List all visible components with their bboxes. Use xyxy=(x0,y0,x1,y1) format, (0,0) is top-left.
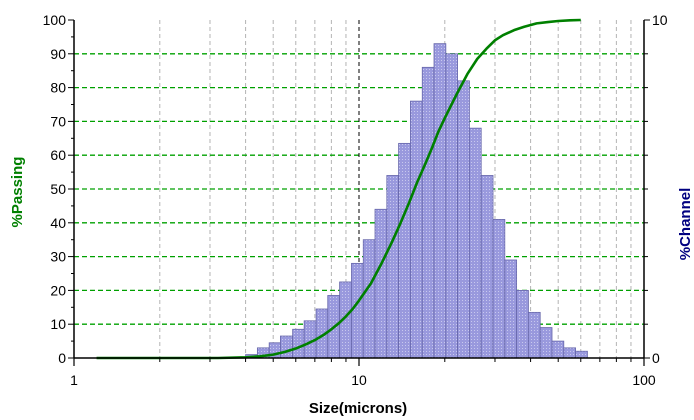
channel-bar-9 xyxy=(351,262,364,359)
channel-bar-4 xyxy=(292,328,305,359)
channel-bar-21 xyxy=(492,219,506,359)
left-tick-label: 20 xyxy=(50,282,66,298)
left-tick-label: 90 xyxy=(50,46,66,62)
left-tick-label: 40 xyxy=(50,215,66,231)
channel-bar-3 xyxy=(280,335,294,359)
right-tick-label: 0 xyxy=(652,350,660,366)
channel-bar-27 xyxy=(563,347,576,359)
left-tick-label: 50 xyxy=(50,181,66,197)
left-tick-label: 70 xyxy=(50,113,66,129)
channel-bar-10 xyxy=(362,239,376,359)
left-tick-label: 60 xyxy=(50,147,66,163)
channel-bar-25 xyxy=(539,327,553,359)
right-tick-label: 10 xyxy=(652,12,668,28)
x-axis-title: Size(microns) xyxy=(309,400,407,417)
x-tick-label: 100 xyxy=(632,372,656,388)
passing-curve xyxy=(96,18,581,360)
channel-bar-12 xyxy=(386,175,399,359)
channel-bar-19 xyxy=(469,127,482,359)
left-tick-label: 30 xyxy=(50,249,66,265)
x-tick-label: 10 xyxy=(351,372,367,388)
channel-bar-17 xyxy=(445,53,458,359)
left-tick-label: 80 xyxy=(50,80,66,96)
channel-bar-11 xyxy=(374,208,388,359)
channel-bar-16 xyxy=(433,43,447,359)
left-tick-label: 0 xyxy=(58,350,66,366)
right-axis-title: %Channel xyxy=(677,188,694,261)
left-tick-label: 10 xyxy=(50,316,66,332)
channel-bar-18 xyxy=(457,80,470,359)
plot-frame xyxy=(68,19,650,366)
passing-curve-layer xyxy=(96,18,581,360)
channel-bar-26 xyxy=(551,340,565,359)
channel-bar-22 xyxy=(504,259,518,359)
left-axis-title: %Passing xyxy=(9,157,26,228)
channel-bar-13 xyxy=(398,142,411,359)
channel-bar-15 xyxy=(421,66,435,359)
axis-labels: 0 10 20 30 40 50 60 70 80 90 100 0 10 1 10 100 xyxy=(43,12,668,388)
x-tick-label: 1 xyxy=(70,372,78,388)
left-tick-label: 100 xyxy=(43,12,67,28)
channel-bar-14 xyxy=(410,100,423,359)
channel-bar-23 xyxy=(516,289,529,359)
channel-bar-24 xyxy=(528,311,541,359)
channel-bar-20 xyxy=(480,175,494,359)
channel-bar-28 xyxy=(575,350,588,359)
channel-bars xyxy=(245,43,588,359)
